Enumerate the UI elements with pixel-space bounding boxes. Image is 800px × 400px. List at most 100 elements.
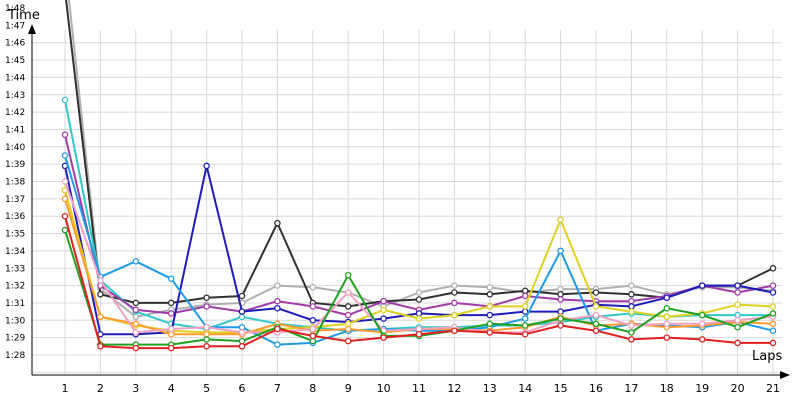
data-point [415, 315, 423, 322]
y-tick-label: 1:47 [5, 21, 25, 31]
series-11 [61, 212, 777, 352]
data-point [451, 299, 458, 307]
x-tick-label: 14 [518, 382, 532, 395]
data-point [238, 313, 246, 321]
x-tick-label: 10 [377, 382, 391, 395]
data-point [769, 320, 777, 328]
data-point [451, 282, 458, 289]
data-point [769, 327, 777, 334]
y-tick-label: 1:32 [5, 282, 25, 292]
data-point [663, 334, 671, 341]
data-point [698, 336, 706, 343]
x-tick-label: 1 [62, 382, 69, 395]
data-point [344, 303, 352, 310]
data-point [698, 282, 706, 289]
data-point [521, 287, 529, 295]
data-point [203, 343, 210, 350]
data-point [628, 303, 635, 310]
data-point [380, 315, 387, 322]
x-tick-label: 20 [731, 382, 745, 395]
data-point [203, 294, 210, 301]
data-point [132, 320, 140, 328]
data-point [769, 289, 777, 296]
x-tick-label: 3 [132, 382, 139, 395]
data-point [309, 284, 317, 291]
x-tick-label: 6 [239, 382, 246, 395]
data-point [97, 313, 104, 321]
x-tick-label: 12 [447, 382, 461, 395]
data-point [628, 336, 635, 343]
y-tick-label: 1:31 [5, 299, 25, 309]
data-point [380, 334, 387, 341]
data-point [486, 311, 494, 319]
data-point [61, 212, 69, 220]
y-tick-label: 1:35 [5, 230, 25, 240]
y-tick-label: 1:45 [5, 56, 25, 66]
data-point [274, 297, 281, 305]
data-point [769, 265, 777, 272]
data-point [132, 258, 140, 265]
data-point [734, 317, 741, 324]
y-tick-label: 1:30 [5, 316, 25, 326]
data-point [61, 226, 69, 234]
data-point [769, 339, 777, 347]
data-point [734, 282, 741, 289]
data-point [769, 282, 777, 289]
axes [28, 24, 790, 379]
data-point [734, 289, 741, 296]
data-point [61, 178, 69, 185]
data-point [203, 303, 210, 310]
data-point [132, 299, 140, 307]
x-tick-label: 13 [483, 382, 497, 395]
data-point [592, 320, 600, 328]
y-axis-title: Time [7, 8, 40, 23]
data-point [698, 311, 706, 319]
data-point [592, 311, 600, 319]
data-point [309, 325, 317, 333]
x-tick-label: 5 [203, 382, 210, 395]
data-point [628, 329, 635, 336]
data-point [628, 308, 635, 315]
data-point [344, 325, 352, 333]
y-tick-label: 1:43 [5, 91, 25, 101]
data-point [309, 337, 317, 345]
y-tick-label: 1:33 [5, 264, 25, 274]
data-point [734, 301, 741, 308]
data-point [61, 96, 69, 104]
data-point [592, 327, 600, 334]
data-point [344, 271, 352, 279]
data-point [415, 296, 423, 303]
data-point [238, 337, 246, 345]
y-tick-label: 1:46 [5, 39, 25, 49]
data-point [451, 289, 458, 296]
data-point [769, 310, 777, 317]
data-point [592, 303, 600, 310]
data-point [734, 323, 741, 331]
data-point [61, 152, 69, 159]
data-point [486, 320, 494, 328]
data-point [344, 320, 352, 328]
data-point [415, 330, 423, 338]
data-point [557, 216, 564, 223]
x-tick-labels: 1 2 3 4 5 6 7 8 9 10 11 12 13 14 15 16 17 18 19 20 21 [62, 382, 781, 395]
data-point [274, 304, 281, 312]
data-point [628, 291, 635, 298]
data-point [238, 343, 246, 350]
data-point [557, 315, 564, 322]
data-point [451, 311, 458, 319]
x-tick-label: 8 [309, 382, 316, 395]
data-point [274, 282, 281, 289]
data-point [132, 313, 140, 321]
series-2 [65, 0, 777, 310]
data-point [663, 294, 671, 301]
x-tick-label: 9 [345, 382, 352, 395]
data-point [486, 303, 494, 310]
data-point [167, 275, 175, 282]
data-point [167, 344, 175, 352]
x-tick-label: 16 [589, 382, 603, 395]
data-point [557, 247, 564, 255]
data-point [97, 291, 104, 298]
data-point [734, 339, 741, 347]
data-point [132, 329, 140, 336]
x-tick-label: 17 [624, 382, 638, 395]
